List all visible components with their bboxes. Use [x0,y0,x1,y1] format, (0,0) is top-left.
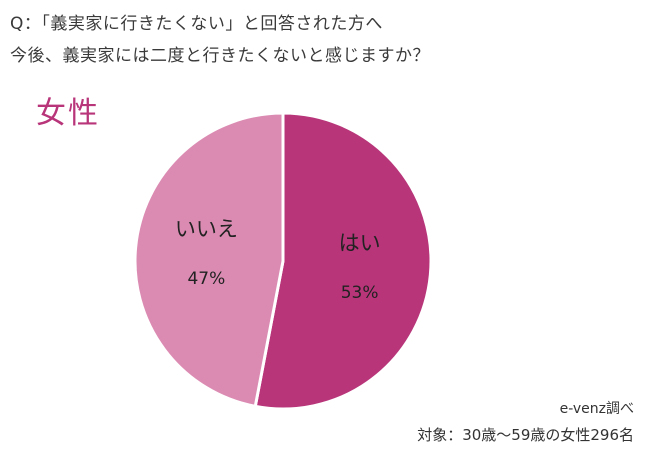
source-note: e-venz調べ [559,401,634,417]
pie-slice-0 [253,111,433,411]
pie-slice-label-1: いいえ [175,217,238,241]
pie-slice-value-0: 53% [341,283,379,303]
survey-subject-note: 対象：30歳〜59歳の女性296名 [417,426,634,444]
question-line-2: 今後、義実家には二度と行きたくないと感じますか？ [10,46,430,66]
gender-label: 女性 [36,96,100,131]
pie-slice-label-0: はい [339,231,381,255]
pie-slice-1 [133,111,285,409]
pie-slice-value-1: 47% [187,269,225,289]
question-line-1: Q：「義実家に行きたくない」と回答された方へ [10,14,383,34]
